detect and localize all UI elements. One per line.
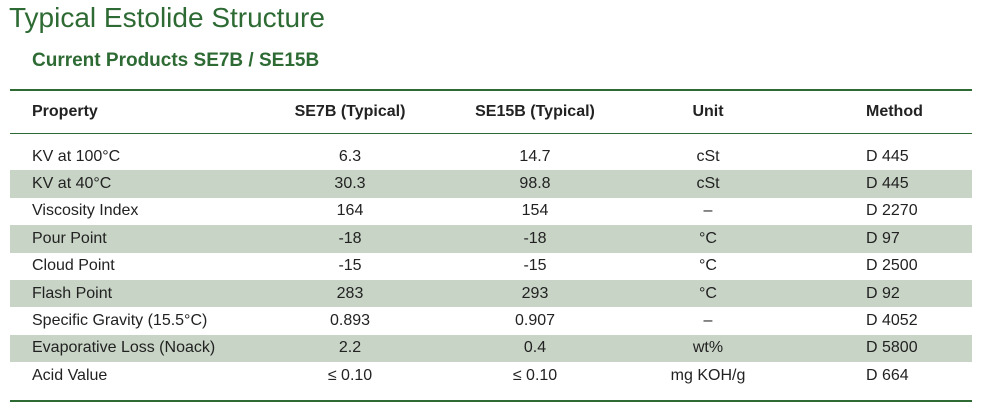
cell-se7b: 283 [336, 284, 364, 302]
cell-property: Evaporative Loss (Noack) [32, 339, 216, 357]
cell-se15b: -18 [523, 229, 547, 247]
table-top-rule [10, 89, 972, 91]
table-row: Flash Point 283 293 °C D 92 [10, 279, 972, 308]
header-gap [10, 133, 972, 143]
cell-unit: – [703, 312, 713, 330]
table-row: KV at 100°C 6.3 14.7 cSt D 445 [10, 143, 972, 170]
cell-property: Flash Point [32, 284, 113, 302]
header-method: Method [866, 103, 923, 120]
cell-property: Pour Point [32, 229, 107, 247]
cell-method: D 4052 [866, 312, 918, 330]
cell-unit: °C [699, 284, 717, 302]
cell-se15b: 98.8 [519, 175, 551, 193]
cell-se7b: 0.893 [329, 312, 371, 330]
cell-se15b: 293 [521, 284, 549, 302]
table-row: Evaporative Loss (Noack) 2.2 0.4 wt% D 5800 [10, 334, 972, 363]
cell-se15b: 0.4 [523, 339, 547, 357]
cell-method: D 2500 [866, 257, 918, 275]
cell-se7b: -18 [338, 229, 362, 247]
cell-se15b: 154 [521, 202, 549, 220]
cell-property: Specific Gravity (15.5°C) [32, 312, 208, 330]
table-body: KV at 100°C 6.3 14.7 cSt D 445 KV at 40°C 30.3… [10, 143, 972, 390]
cell-se15b: 0.907 [514, 312, 556, 330]
header-separator-rule [10, 133, 972, 134]
cell-se7b: ≤ 0.10 [327, 366, 373, 384]
cell-method: D 5800 [866, 339, 918, 357]
cell-property: KV at 40°C [32, 175, 112, 193]
cell-unit: wt% [692, 339, 724, 357]
cell-se7b: 164 [336, 202, 364, 220]
cell-method: D 445 [866, 175, 909, 193]
page-title: Typical Estolide Structure [9, 2, 325, 33]
table-row: Viscosity Index 164 154 – D 2270 [10, 198, 972, 225]
cell-unit: °C [699, 229, 717, 247]
cell-property: Acid Value [32, 366, 108, 384]
header-se7b: SE7B (Typical) [294, 103, 406, 120]
table-row: Specific Gravity (15.5°C) 0.893 0.907 – D 40… [10, 307, 972, 334]
table-row: Acid Value ≤ 0.10 ≤ 0.10 mg KOH/g D 664 [10, 362, 972, 389]
cell-se15b: -15 [523, 257, 547, 275]
section-subtitle: Current Products SE7B / SE15B [32, 50, 320, 71]
cell-method: D 92 [866, 284, 900, 302]
cell-se7b: 6.3 [338, 147, 362, 165]
cell-method: D 2270 [866, 202, 918, 220]
header-unit: Unit [692, 103, 724, 120]
table-bottom-rule [10, 400, 972, 402]
table-header-row: Property SE7B (Typical) SE15B (Typical) … [10, 91, 972, 133]
cell-se7b: 2.2 [338, 339, 362, 357]
cell-se15b: 14.7 [519, 147, 551, 165]
cell-property: KV at 100°C [32, 147, 121, 165]
cell-se7b: -15 [338, 257, 362, 275]
cell-unit: cSt [696, 175, 720, 193]
cell-property: Viscosity Index [32, 202, 139, 220]
cell-se15b: ≤ 0.10 [512, 366, 558, 384]
cell-unit: mg KOH/g [670, 366, 746, 384]
cell-method: D 97 [866, 229, 900, 247]
cell-unit: cSt [696, 147, 720, 165]
cell-unit: – [703, 202, 713, 220]
properties-table: Property SE7B (Typical) SE15B (Typical) … [10, 91, 972, 390]
header-property: Property [32, 103, 98, 120]
cell-method: D 445 [866, 147, 909, 165]
cell-property: Cloud Point [32, 257, 115, 275]
table-row: Pour Point -18 -18 °C D 97 [10, 225, 972, 253]
cell-unit: °C [699, 257, 717, 275]
header-se15b: SE15B (Typical) [475, 103, 595, 120]
table-row: KV at 40°C 30.3 98.8 cSt D 445 [10, 170, 972, 198]
table-row: Cloud Point -15 -15 °C D 2500 [10, 253, 972, 280]
cell-se7b: 30.3 [334, 175, 366, 193]
cell-method: D 664 [866, 366, 909, 384]
